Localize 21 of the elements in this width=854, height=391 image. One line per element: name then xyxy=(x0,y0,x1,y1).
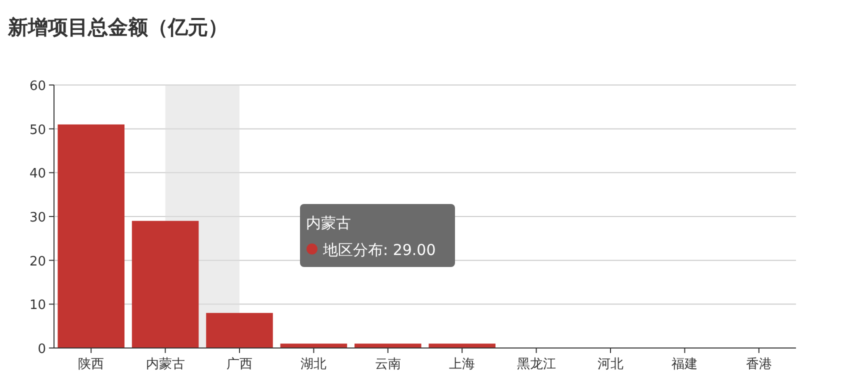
y-tick-label: 60 xyxy=(29,79,46,94)
x-tick-label: 香港 xyxy=(746,357,772,372)
annotation: 地区分布: 29.00 xyxy=(322,241,436,259)
x-tick-label: 陕西 xyxy=(78,357,104,372)
y-tick-label: 20 xyxy=(29,254,46,270)
y-tick-label: 50 xyxy=(29,122,46,138)
x-tick-label: 内蒙古 xyxy=(146,357,185,372)
y-tick-label: 40 xyxy=(29,166,46,182)
y-tick-label: 0 xyxy=(38,342,46,357)
x-tick-label: 广西 xyxy=(226,357,252,372)
tooltip: 内蒙古 地区分布: 29.00 xyxy=(300,204,455,267)
x-tick-label: 黑龙江 xyxy=(516,357,556,372)
x-tick-label: 云南 xyxy=(374,357,401,372)
y-tick-label: 10 xyxy=(29,298,46,314)
annotation: 内蒙古 xyxy=(306,214,351,232)
x-tick-label: 河北 xyxy=(598,357,624,372)
x-tick-label: 福建 xyxy=(672,357,698,372)
y-tick-label: 30 xyxy=(29,210,46,226)
x-tick-label: 上海 xyxy=(449,357,476,372)
x-tick-label: 湖北 xyxy=(300,357,327,372)
chart-title: 新增项目总金额（亿元） xyxy=(7,15,228,39)
